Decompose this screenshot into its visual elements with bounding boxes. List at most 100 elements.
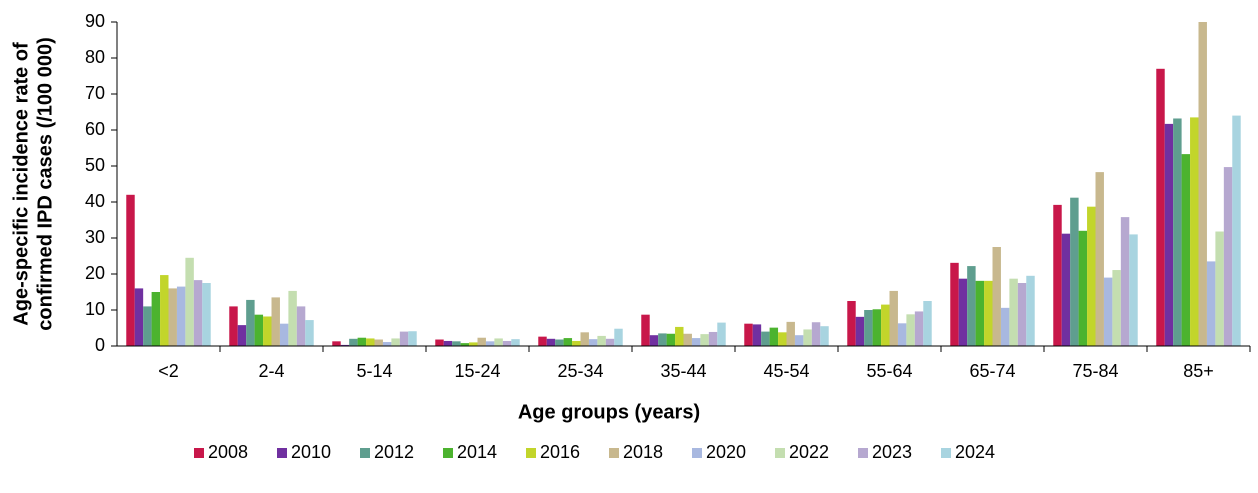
bar — [237, 325, 247, 346]
bar — [555, 339, 564, 346]
x-axis-label: Age groups (years) — [518, 401, 700, 423]
bar — [1206, 261, 1216, 346]
x-tick-label: 25-34 — [557, 361, 603, 381]
bar — [511, 339, 520, 346]
bar — [761, 331, 770, 346]
bar — [246, 299, 255, 346]
bar — [580, 332, 589, 346]
bar — [683, 333, 692, 346]
legend-swatch — [858, 448, 868, 458]
bar — [597, 335, 606, 346]
bar — [641, 314, 650, 346]
bar — [452, 341, 461, 346]
bar — [1223, 167, 1233, 346]
bar — [435, 339, 444, 346]
bar — [563, 338, 573, 346]
legend-swatch — [360, 448, 370, 458]
y-tick-label: 90 — [85, 11, 105, 31]
bar — [975, 280, 985, 346]
bar — [399, 331, 409, 346]
bar — [700, 334, 709, 346]
bar — [477, 337, 486, 346]
bar — [538, 336, 547, 346]
bar — [967, 266, 976, 346]
legend-swatch — [277, 448, 287, 458]
bar — [1112, 270, 1121, 346]
bar — [649, 335, 659, 346]
bar — [1181, 154, 1191, 346]
bar — [254, 314, 264, 346]
bar — [1078, 230, 1088, 346]
bar — [572, 340, 581, 346]
y-tick-label: 10 — [85, 299, 105, 319]
bar — [469, 342, 478, 346]
bar — [1017, 283, 1027, 346]
bar — [296, 306, 306, 346]
x-tick-label: 75-84 — [1072, 361, 1118, 381]
y-axis-label-line: Age-specific incidence rate of — [10, 42, 32, 326]
x-tick-label: 35-44 — [660, 361, 706, 381]
bar — [546, 338, 556, 346]
bar — [864, 310, 873, 346]
legend-label: 2008 — [208, 442, 248, 462]
bar — [305, 320, 314, 346]
x-tick-label: 5-14 — [356, 361, 392, 381]
bar — [1009, 278, 1018, 346]
legend-label: 2023 — [872, 442, 912, 462]
legend-swatch — [609, 448, 619, 458]
bar — [847, 301, 856, 346]
legend-swatch — [692, 448, 702, 458]
bar — [176, 286, 186, 346]
bar — [855, 316, 865, 346]
x-tick-label: 85+ — [1183, 361, 1214, 381]
x-tick-label: 65-74 — [969, 361, 1015, 381]
x-tick-label: 45-54 — [763, 361, 809, 381]
bar — [279, 323, 289, 346]
bar — [1129, 234, 1138, 346]
bar — [992, 247, 1001, 346]
bar — [494, 338, 503, 346]
bar — [691, 338, 701, 346]
bar — [881, 304, 890, 346]
y-tick-label: 0 — [95, 335, 105, 355]
bar — [1198, 22, 1207, 346]
bar — [1026, 275, 1035, 346]
bar — [288, 290, 297, 346]
bar — [1061, 233, 1071, 346]
bar — [1232, 115, 1241, 346]
y-axis-label: Age-specific incidence rate of confirmed… — [10, 37, 56, 330]
bar — [675, 326, 684, 346]
legend-label: 2016 — [540, 442, 580, 462]
bar — [443, 340, 453, 346]
bar — [605, 338, 615, 346]
bar — [502, 340, 512, 346]
legend-label: 2010 — [291, 442, 331, 462]
bar — [126, 194, 135, 346]
bar — [134, 288, 144, 346]
x-tick-label: 55-64 — [866, 361, 912, 381]
x-tick-label: 15-24 — [454, 361, 500, 381]
bar — [769, 327, 779, 346]
bar — [811, 322, 821, 346]
bar — [1095, 172, 1104, 346]
bar — [1070, 197, 1079, 346]
bar — [193, 280, 203, 346]
legend-label: 2022 — [789, 442, 829, 462]
x-tick-label: <2 — [158, 361, 179, 381]
y-tick-label: 30 — [85, 227, 105, 247]
bar — [366, 338, 375, 346]
y-tick-label: 60 — [85, 119, 105, 139]
bar — [1164, 123, 1174, 346]
bar — [889, 290, 898, 346]
legend-swatch — [941, 448, 951, 458]
bar — [717, 322, 726, 346]
bar — [786, 321, 795, 346]
y-tick-label: 20 — [85, 263, 105, 283]
y-tick-label: 70 — [85, 83, 105, 103]
bar — [923, 301, 932, 346]
bar — [332, 341, 341, 346]
y-axis-label-line: confirmed IPD cases (/100 000) — [34, 37, 56, 330]
bar — [357, 337, 367, 346]
legend-label: 2024 — [955, 442, 995, 462]
